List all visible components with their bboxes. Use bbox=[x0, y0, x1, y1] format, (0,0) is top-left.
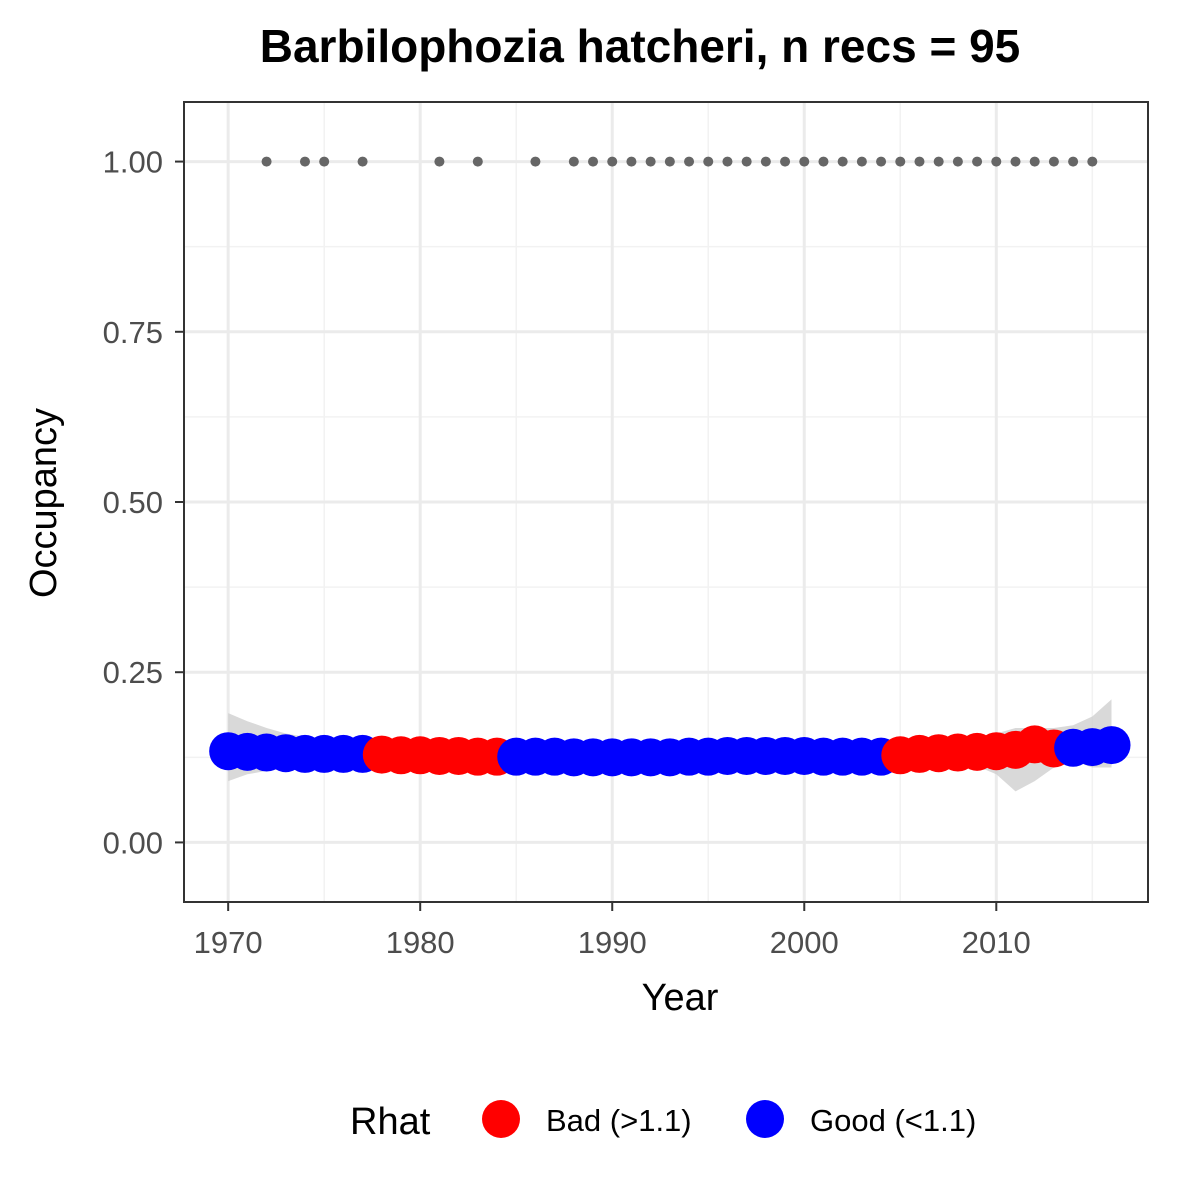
y-tick-label: 0.75 bbox=[103, 315, 163, 350]
observed-point bbox=[299, 156, 310, 167]
observed-point bbox=[780, 156, 791, 167]
observed-point bbox=[530, 156, 541, 167]
observed-point bbox=[760, 156, 771, 167]
observed-point bbox=[645, 156, 656, 167]
x-tick-label: 1980 bbox=[386, 925, 455, 960]
x-axis: 1970 1980 1990 2000 2010 bbox=[194, 902, 1031, 960]
observed-point bbox=[588, 156, 599, 167]
y-tick-label: 0.00 bbox=[103, 825, 163, 860]
legend-key-good bbox=[746, 1100, 784, 1138]
chart-title: Barbilophozia hatcheri, n recs = 95 bbox=[260, 20, 1021, 72]
x-tick-label: 1970 bbox=[194, 925, 263, 960]
observed-points bbox=[261, 156, 1098, 167]
x-tick-label: 1990 bbox=[578, 925, 647, 960]
y-axis-title: Occupancy bbox=[23, 408, 65, 598]
observed-point bbox=[703, 156, 714, 167]
observed-point bbox=[818, 156, 829, 167]
observed-point bbox=[895, 156, 906, 167]
observed-point bbox=[434, 156, 445, 167]
observed-point bbox=[1087, 156, 1098, 167]
observed-point bbox=[357, 156, 368, 167]
observed-point bbox=[664, 156, 675, 167]
observed-point bbox=[991, 156, 1002, 167]
observed-point bbox=[684, 156, 695, 167]
x-tick-label: 2000 bbox=[770, 925, 839, 960]
observed-point bbox=[933, 156, 944, 167]
y-tick-label: 0.50 bbox=[103, 485, 163, 520]
legend-label-bad: Bad (>1.1) bbox=[546, 1103, 692, 1138]
observed-point bbox=[1048, 156, 1059, 167]
observed-point bbox=[1068, 156, 1079, 167]
observed-point bbox=[914, 156, 925, 167]
y-tick-label: 0.25 bbox=[103, 655, 163, 690]
legend-label-good: Good (<1.1) bbox=[810, 1103, 976, 1138]
observed-point bbox=[741, 156, 752, 167]
legend: Rhat Bad (>1.1) Good (<1.1) bbox=[350, 1100, 976, 1143]
observed-point bbox=[972, 156, 983, 167]
x-tick-label: 2010 bbox=[962, 925, 1031, 960]
observed-point bbox=[799, 156, 810, 167]
observed-point bbox=[722, 156, 733, 167]
observed-point bbox=[626, 156, 637, 167]
observed-point bbox=[876, 156, 887, 167]
observed-point bbox=[568, 156, 579, 167]
observed-point bbox=[319, 156, 330, 167]
observed-point bbox=[837, 156, 848, 167]
observed-point bbox=[1010, 156, 1021, 167]
y-axis: 0.00 0.25 0.50 0.75 1.00 bbox=[103, 145, 184, 860]
observed-point bbox=[472, 156, 483, 167]
y-tick-label: 1.00 bbox=[103, 145, 163, 180]
observed-point bbox=[856, 156, 867, 167]
observed-point bbox=[261, 156, 272, 167]
observed-point bbox=[952, 156, 963, 167]
legend-key-bad bbox=[482, 1100, 520, 1138]
plot-panel bbox=[183, 101, 1149, 903]
occupancy-point-good bbox=[1092, 726, 1131, 765]
model-points bbox=[209, 725, 1131, 777]
observed-point bbox=[607, 156, 618, 167]
legend-title: Rhat bbox=[350, 1101, 431, 1143]
observed-point bbox=[1029, 156, 1040, 167]
x-axis-title: Year bbox=[642, 977, 719, 1019]
